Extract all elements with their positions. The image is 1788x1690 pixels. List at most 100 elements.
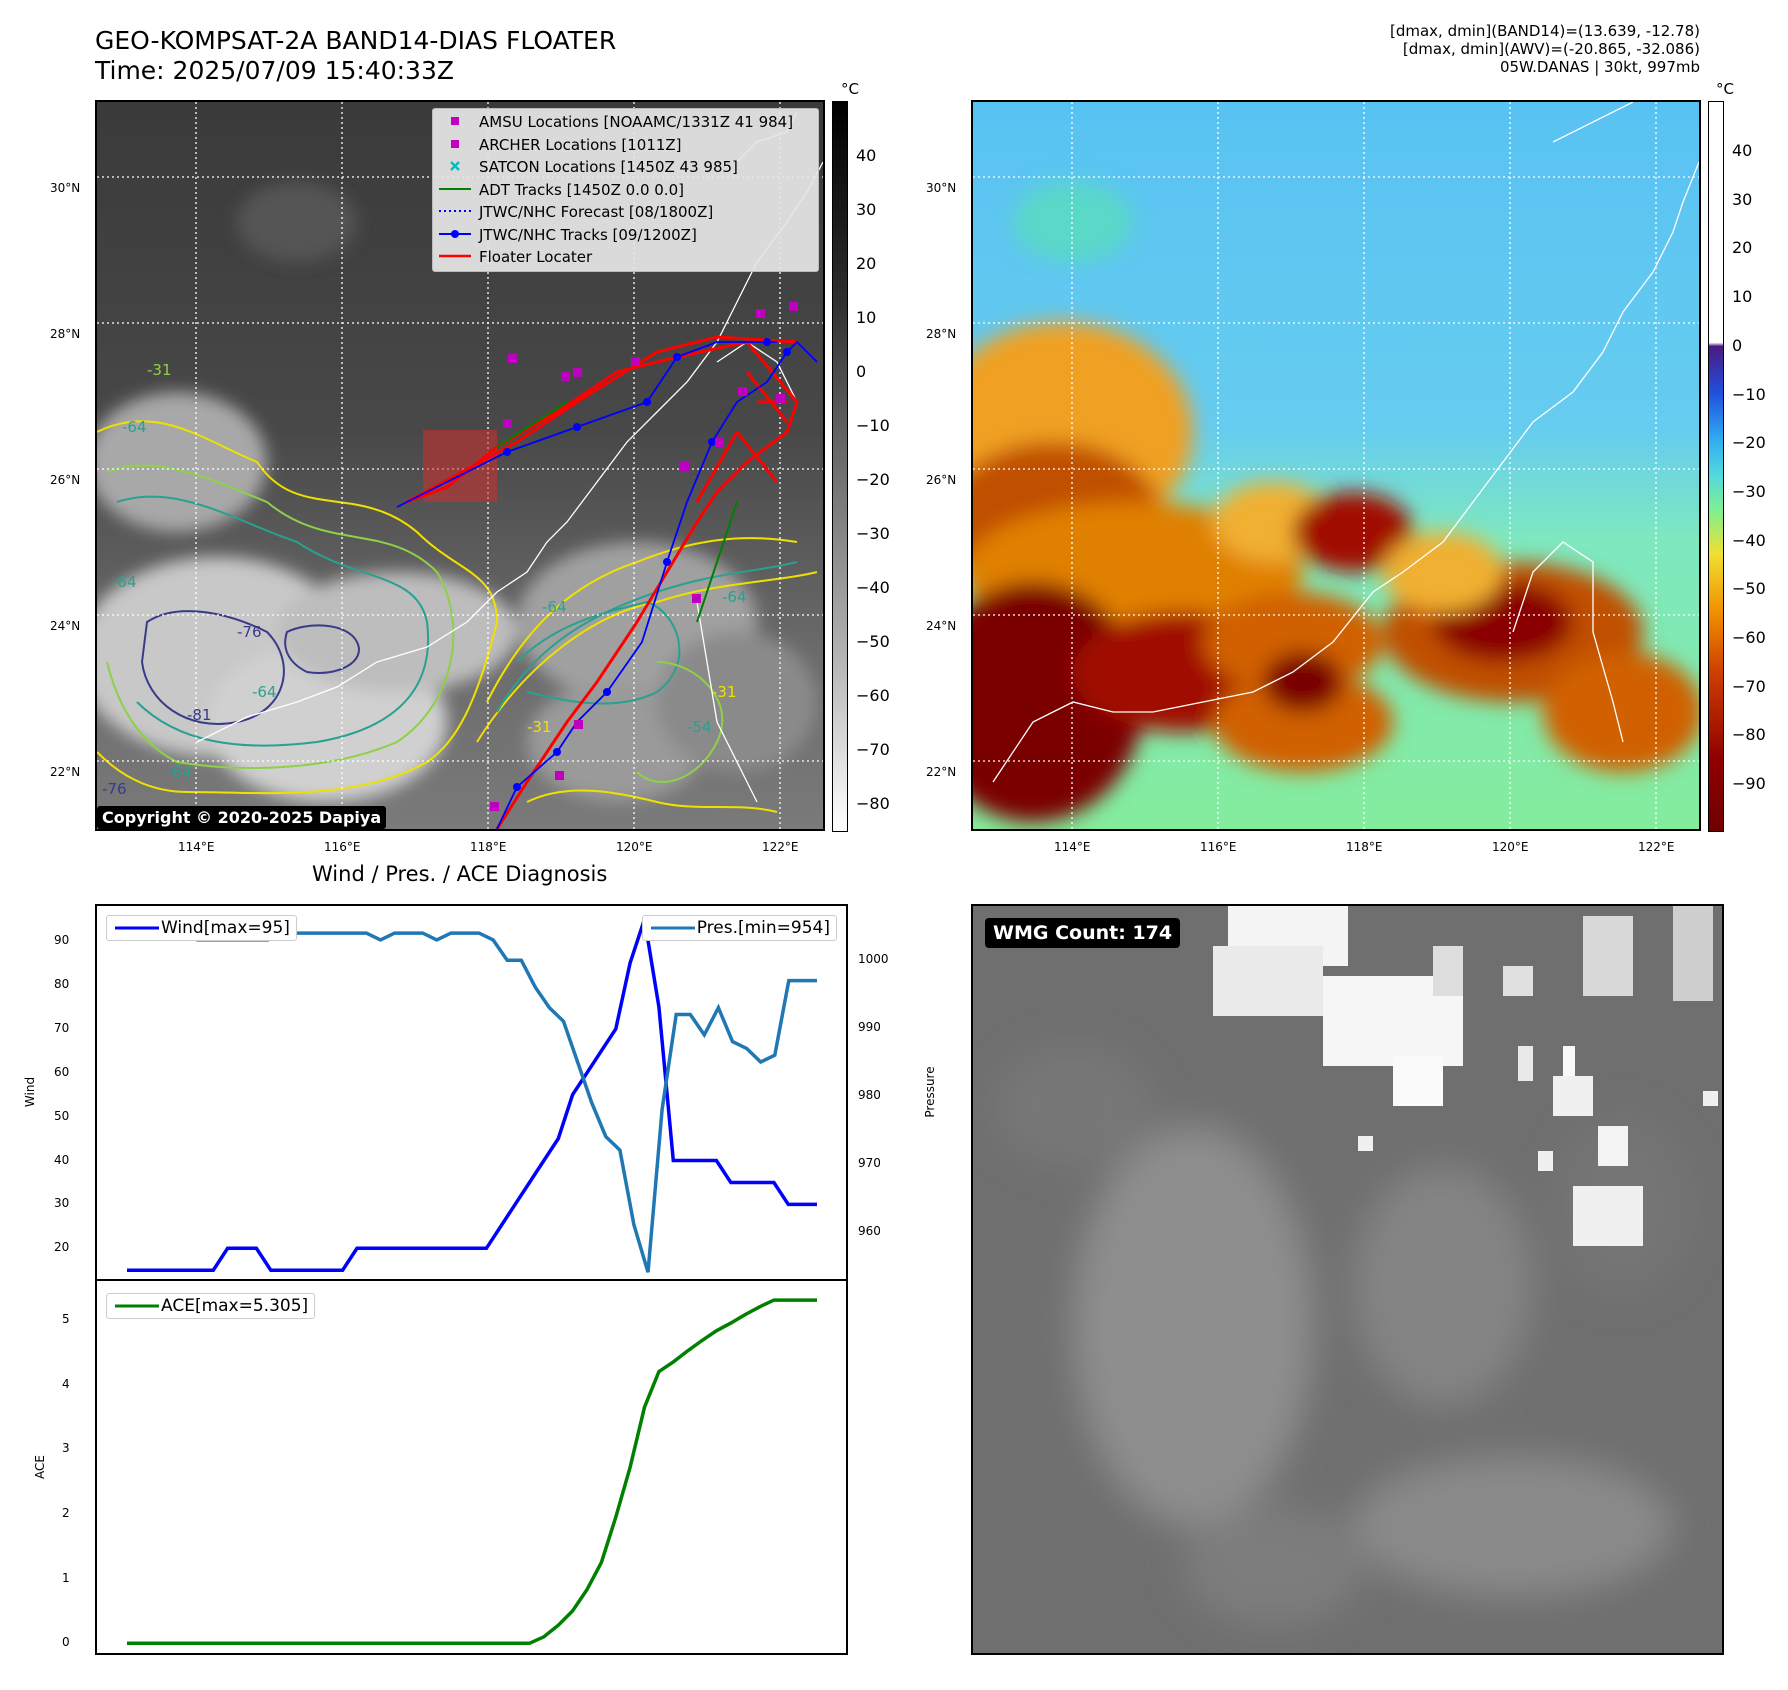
lat-label: 30°N: [50, 181, 81, 195]
cloud-field: [97, 182, 817, 802]
colorbar-tick-label: −80: [856, 794, 890, 813]
contour-label: -64: [542, 598, 567, 616]
wind-tick-label: 40: [54, 1152, 70, 1167]
lon-label: 120°E: [616, 840, 653, 854]
colorbar-tick-label: −90: [1732, 774, 1766, 794]
wind-legend-label: Wind[max=95]: [161, 918, 290, 938]
ace-axis-label: ACE: [33, 1455, 47, 1479]
lat-label: 22°N: [50, 765, 81, 779]
lat-label: 30°N: [926, 181, 957, 195]
colorbar-tick-label: −10: [856, 416, 890, 435]
lat-label: 28°N: [926, 327, 957, 341]
colorbar-unit: °C: [1716, 80, 1734, 98]
lat-label: 26°N: [50, 473, 81, 487]
pressure-tick-label: 990: [858, 1020, 881, 1035]
info-storm: 05W.DANAS | 30kt, 997mb: [1499, 58, 1700, 76]
colorbar-tick-label: 10: [1732, 287, 1753, 307]
pressure-tick-label: 1000: [858, 952, 889, 967]
legend-item: Floater Locater: [433, 246, 818, 269]
pres-line-icon: [650, 926, 695, 930]
copyright-badge: Copyright © 2020-2025 Dapiya: [97, 806, 387, 829]
jtwc-track-points: [503, 338, 791, 791]
awv-map-svg: [973, 102, 1699, 829]
legend-label: JTWC/NHC Tracks [09/1200Z]: [479, 225, 697, 244]
legend-item: JTWC/NHC Forecast [08/1800Z]: [433, 201, 818, 224]
colorbar-tick-label: 40: [856, 146, 877, 165]
wmg-count-badge: WMG Count: 174: [985, 918, 1181, 948]
ace-legend-label: ACE[max=5.305]: [161, 1296, 309, 1316]
gridlines: [973, 102, 1699, 829]
wind-pres-chart: [127, 918, 817, 1273]
wmg-bright-patches: [1213, 906, 1718, 1246]
colorbar-tick-label: −70: [1732, 676, 1766, 696]
wind-legend: Wind[max=95]: [106, 915, 297, 941]
contour-label: -64: [722, 588, 747, 606]
colorbar-tick-label: −50: [856, 632, 890, 651]
lat-label: 24°N: [926, 619, 957, 633]
info-awv: [dmax, dmin](AWV)=(-20.865, -32.086): [1402, 40, 1700, 58]
legend-label: ARCHER Locations [1011Z]: [479, 135, 682, 154]
lon-label: 114°E: [1054, 840, 1091, 854]
lat-label: 26°N: [926, 473, 957, 487]
pres-legend: Pres.[min=954]: [641, 915, 837, 941]
ace-series-line: [127, 1298, 817, 1646]
wind-tick-label: 30: [54, 1196, 70, 1211]
ace-tick-label: 1: [62, 1570, 70, 1585]
wind-tick-label: 60: [54, 1064, 70, 1079]
lon-label: 122°E: [762, 840, 799, 854]
line-marker-icon: [439, 187, 471, 190]
ace-tick-label: 5: [62, 1311, 70, 1326]
colorbar-tick-label: −20: [856, 470, 890, 489]
pressure-tick-label: 980: [858, 1087, 881, 1102]
map-legend: AMSU Locations [NOAAMC/1331Z 41 984] ARC…: [432, 108, 819, 272]
ace-tick-label: 4: [62, 1376, 70, 1391]
ace-tick-label: 2: [62, 1505, 70, 1520]
lon-label: 118°E: [1346, 840, 1383, 854]
legend-label: ADT Tracks [1450Z 0.0 0.0]: [479, 180, 684, 199]
contour-label: -64: [252, 683, 277, 701]
info-band14: [dmax, dmin](BAND14)=(13.639, -12.78): [1389, 22, 1700, 40]
ace-panel: ACE[max=5.305]: [95, 1279, 848, 1655]
wind-tick-label: 50: [54, 1108, 70, 1123]
ace-line-icon: [115, 1304, 159, 1308]
gray-colorbar: [832, 101, 848, 832]
lon-label: 114°E: [178, 840, 215, 854]
legend-item: SATCON Locations [1450Z 43 985]: [433, 156, 818, 179]
legend-item: ADT Tracks [1450Z 0.0 0.0]: [433, 179, 818, 202]
contour-label: -81: [187, 706, 212, 724]
amsu-markers: [490, 302, 798, 811]
coastline: [196, 111, 823, 803]
wmg-texture: [993, 1046, 1693, 1626]
legend-item: JTWC/NHC Tracks [09/1200Z]: [433, 224, 818, 247]
wind-series-line: [127, 918, 817, 1272]
colorbar-tick-label: 40: [1732, 141, 1753, 160]
info-block: [dmax, dmin](BAND14)=(13.639, -12.78) [d…: [1390, 22, 1700, 76]
lon-label: 118°E: [470, 840, 507, 854]
colorbar-tick-label: 30: [1732, 189, 1753, 209]
awv-map-panel: [971, 100, 1701, 831]
ace-tick-label: 0: [62, 1635, 70, 1650]
wind-line-icon: [115, 926, 159, 930]
colorbar-tick-label: −40: [1732, 530, 1766, 550]
colorbar-tick-label: −70: [856, 740, 890, 759]
lon-label: 116°E: [1200, 840, 1237, 854]
contour-label: -64: [122, 418, 147, 436]
colorbar-tick-label: −10: [1732, 384, 1766, 404]
wmg-panel: WMG Count: 174: [971, 904, 1724, 1655]
pressure-series-line: [127, 924, 817, 1273]
diagnosis-title: Wind / Pres. / ACE Diagnosis: [312, 862, 608, 886]
chart-time: Time: 2025/07/09 15:40:33Z: [95, 56, 454, 85]
dotted-line-icon: [439, 210, 471, 213]
line-marker-icon: [439, 255, 471, 258]
colorbar-tick-label: 20: [1732, 238, 1753, 258]
colorbar-tick-label: −80: [1732, 725, 1766, 745]
contour-label: -76: [102, 780, 127, 798]
ace-chart: [127, 1298, 817, 1646]
contour-label: -64: [167, 763, 192, 781]
contour-label: -31: [527, 718, 552, 736]
colorbar-unit: °C: [841, 80, 859, 98]
adt-track: [496, 401, 738, 623]
pressure-tick-label: 970: [858, 1155, 881, 1170]
colorbar-tick-label: 30: [856, 200, 877, 219]
contours: [97, 420, 818, 813]
